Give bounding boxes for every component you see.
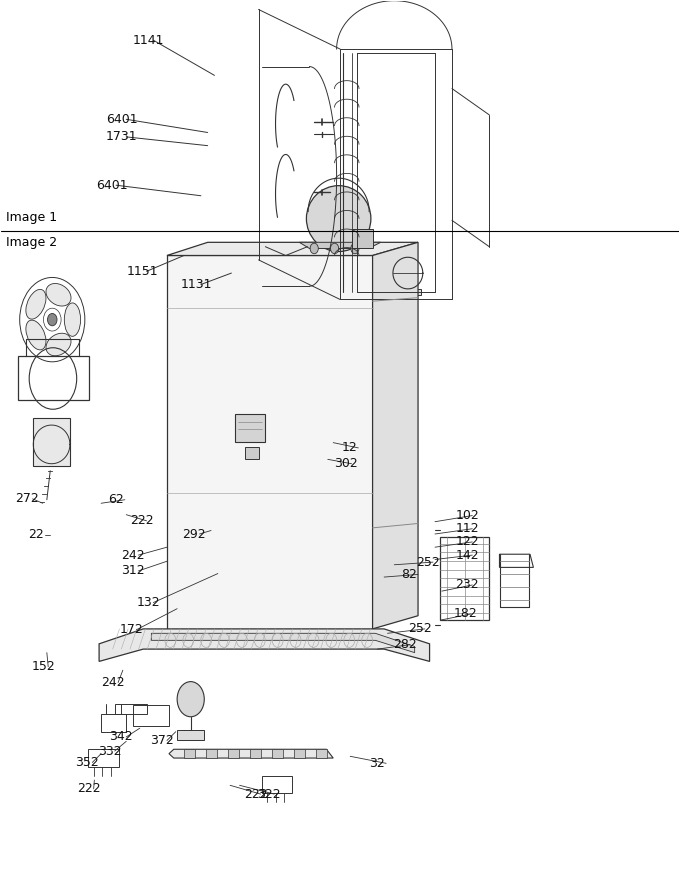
Text: 1131: 1131 [180,278,212,291]
Text: 22: 22 [28,528,44,541]
Polygon shape [352,229,373,248]
Text: Image 2: Image 2 [6,236,57,249]
Circle shape [330,243,339,253]
Ellipse shape [26,320,46,350]
Polygon shape [294,749,305,758]
Text: 152: 152 [31,660,55,673]
Text: 132: 132 [137,596,160,609]
Ellipse shape [307,186,371,252]
Circle shape [48,313,57,326]
Text: 352: 352 [75,756,99,769]
Text: 312: 312 [122,564,145,577]
Polygon shape [99,629,430,662]
Text: 222: 222 [77,782,101,796]
Circle shape [177,682,204,717]
Polygon shape [299,242,381,248]
Text: 372: 372 [150,734,173,747]
Text: 242: 242 [101,676,124,689]
Text: 322: 322 [257,788,281,801]
Polygon shape [167,242,418,255]
Polygon shape [169,749,333,758]
Text: 32: 32 [369,757,385,770]
Text: 6401: 6401 [96,179,127,192]
Text: 82: 82 [401,568,417,581]
Text: 102: 102 [456,509,479,522]
Text: 62: 62 [108,494,124,506]
Polygon shape [360,289,422,295]
Text: 222: 222 [243,788,267,801]
Text: 1731: 1731 [106,130,137,143]
Text: 302: 302 [335,458,358,470]
Polygon shape [228,749,239,758]
Polygon shape [316,749,327,758]
Circle shape [310,243,318,253]
Text: 1151: 1151 [126,265,158,278]
Text: 252: 252 [408,622,432,635]
Text: 282: 282 [393,638,417,651]
Ellipse shape [46,283,71,306]
Text: 142: 142 [456,548,479,561]
Polygon shape [235,414,265,442]
Text: 122: 122 [456,535,479,548]
Text: 182: 182 [454,607,478,620]
Text: 332: 332 [98,744,121,758]
Text: 342: 342 [109,730,133,744]
Polygon shape [152,634,415,653]
Text: 242: 242 [122,548,145,561]
Text: 6401: 6401 [106,113,137,126]
Ellipse shape [65,303,81,336]
Circle shape [351,243,359,253]
Text: 272: 272 [16,493,39,505]
Polygon shape [245,447,258,459]
Text: 1141: 1141 [133,33,165,47]
Ellipse shape [46,334,71,356]
Polygon shape [167,255,373,629]
Polygon shape [177,730,204,740]
Text: 232: 232 [456,578,479,591]
Text: 112: 112 [456,522,479,535]
Text: 252: 252 [416,555,440,568]
Text: 12: 12 [341,442,357,454]
Text: 222: 222 [130,514,153,527]
Text: 172: 172 [120,623,143,636]
Polygon shape [250,749,261,758]
Text: 292: 292 [182,527,206,540]
Polygon shape [373,242,418,629]
Polygon shape [272,749,283,758]
Polygon shape [33,418,70,466]
Polygon shape [184,749,194,758]
Polygon shape [206,749,217,758]
Ellipse shape [26,290,46,319]
Text: Image 1: Image 1 [6,211,57,224]
